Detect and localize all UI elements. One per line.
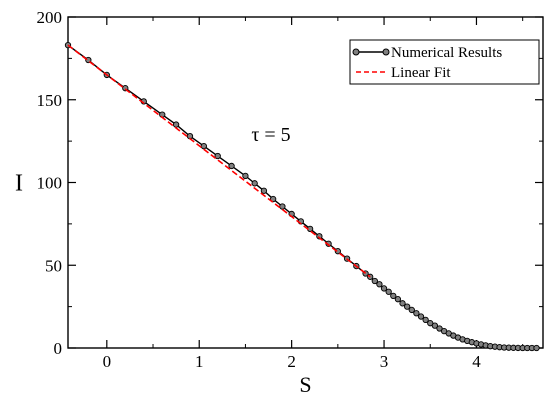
y-tick-label: 200 [37,8,63,27]
series-layer [64,41,540,352]
numerical-results-point [417,313,425,320]
legend-box [349,39,540,85]
x-tick-label: 3 [380,352,389,371]
numerical-results-point [436,325,443,332]
numerical-results-point [251,180,258,187]
numerical-results-point [413,310,420,317]
legend-numerical-label: Numerical Results [391,45,502,61]
numerical-results-point [408,306,415,314]
numerical-results-point [228,162,235,170]
numerical-results-point [533,344,540,352]
numerical-results-point [394,296,402,303]
numerical-results-point [376,281,383,288]
legend-linear-fit-label: Linear Fit [391,65,451,81]
y-tick-label: 0 [54,339,63,358]
numerical-results-point [371,277,378,285]
x-tick-label: 0 [103,352,112,371]
y-axis-ticks: 0 50 100 150 200 [37,8,543,358]
tau-annotation: τ = 5 [251,124,290,146]
numerical-results-point [279,203,286,210]
numerical-results-point [242,172,249,180]
y-tick-label: 150 [37,91,63,110]
y-tick-label: 50 [45,256,62,275]
numerical-results-point [172,121,180,128]
numerical-results-line [67,44,537,349]
y-tick-label: 100 [37,174,63,193]
x-tick-label: 1 [195,352,204,371]
numerical-results-point [399,300,406,307]
legend-numerical-marker [382,48,390,56]
numerical-results-point [200,142,207,150]
numerical-results-point [422,316,429,324]
numerical-results-point [404,303,411,310]
numerical-results-point [380,285,388,292]
x-tick-label: 2 [287,352,296,371]
y-axis-label: I [15,171,23,197]
legend-numerical-marker [352,48,360,56]
numerical-results-point [260,187,268,194]
x-axis-label: S [299,372,311,397]
x-tick-label: 4 [472,352,481,371]
legend: Numerical Results Linear Fit [349,39,540,85]
linear-fit-line [67,44,371,278]
numerical-results-point [385,288,392,295]
numerical-results-point [390,292,397,300]
numerical-results-point [214,152,221,160]
numerical-results-point [334,248,341,255]
numerical-results-point [431,322,439,329]
